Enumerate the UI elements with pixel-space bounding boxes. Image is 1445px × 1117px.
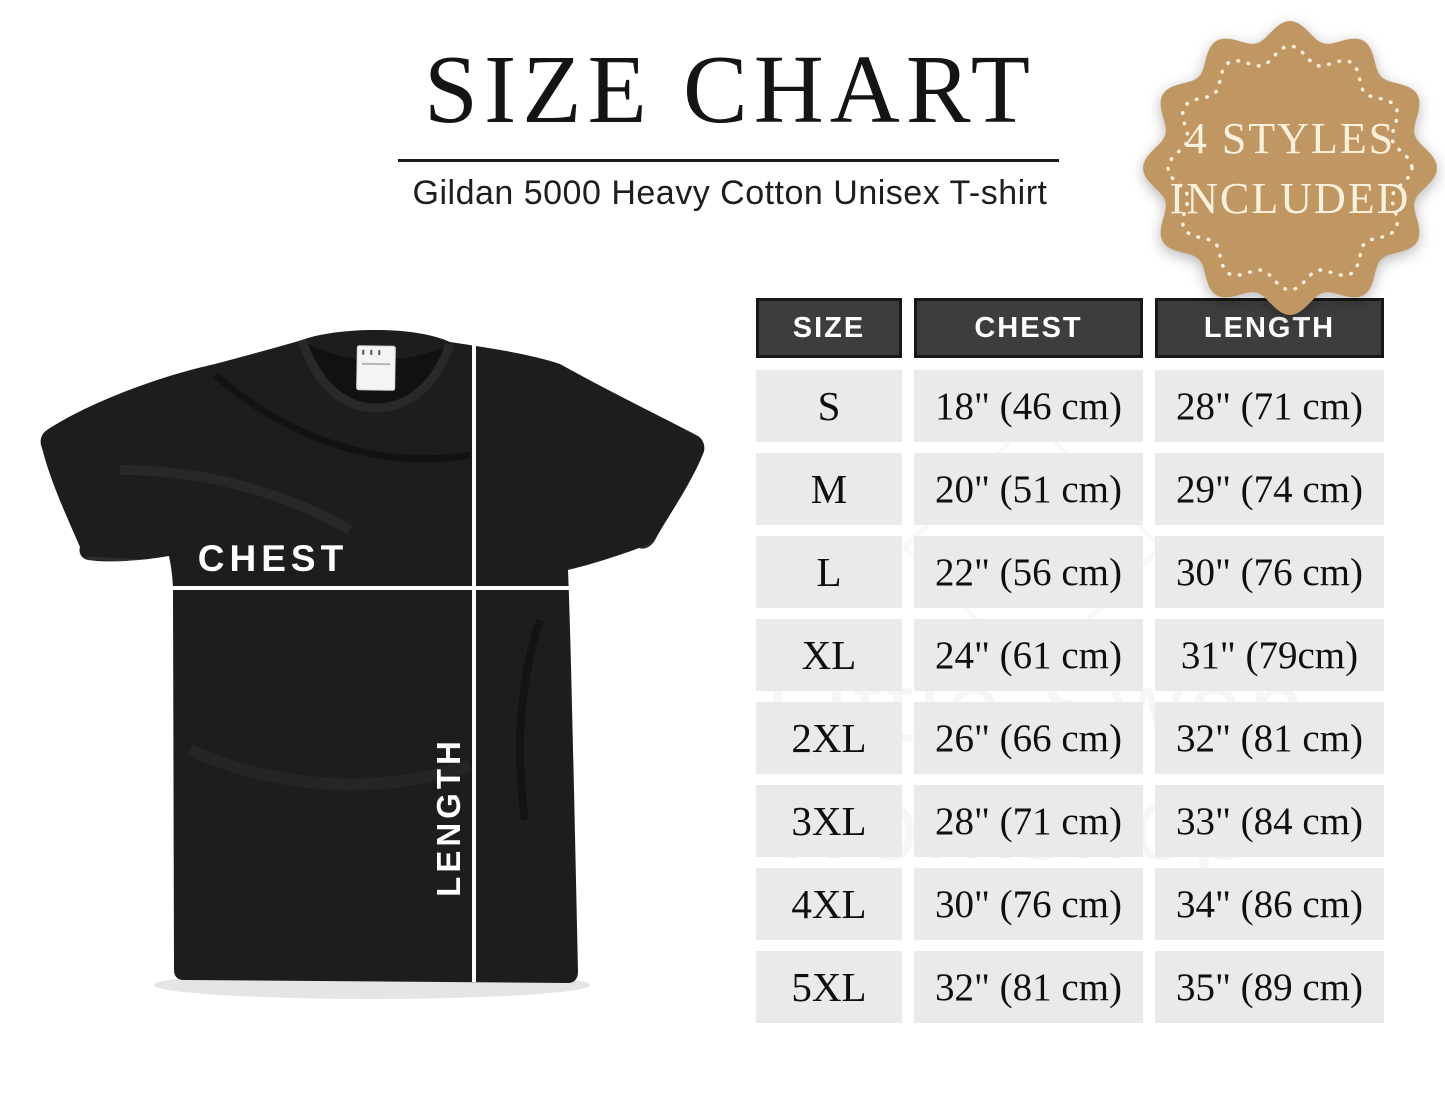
length-cell: 28" (71 cm) — [1155, 370, 1384, 442]
length-cell: 30" (76 cm) — [1155, 536, 1384, 608]
chest-cell: 24" (61 cm) — [914, 619, 1143, 691]
chest-label: CHEST — [198, 538, 348, 579]
table-row: 3XL 28" (71 cm) 33" (84 cm) — [756, 785, 1384, 857]
column-header-chest: CHEST — [914, 298, 1143, 358]
badge-seal-shape — [1143, 21, 1437, 315]
length-cell: 33" (84 cm) — [1155, 785, 1384, 857]
length-cell: 32" (81 cm) — [1155, 702, 1384, 774]
table-row: 4XL 30" (76 cm) 34" (86 cm) — [756, 868, 1384, 940]
tshirt-illustration: CHEST LENGTH — [40, 330, 705, 999]
styles-badge: 4 STYLES INCLUDED — [1143, 21, 1437, 315]
length-label: LENGTH — [430, 737, 467, 897]
badge-line1: 4 STYLES — [1185, 114, 1395, 163]
size-cell: 2XL — [756, 702, 902, 774]
size-cell: 5XL — [756, 951, 902, 1023]
table-row: XL 24" (61 cm) 31" (79cm) — [756, 619, 1384, 691]
collar-label — [356, 345, 396, 391]
title-divider — [398, 159, 1059, 162]
page-title: SIZE CHART — [424, 36, 1036, 143]
table-row: S 18" (46 cm) 28" (71 cm) — [756, 370, 1384, 442]
badge-line2: INCLUDED — [1170, 174, 1411, 223]
chest-cell: 32" (81 cm) — [914, 951, 1143, 1023]
size-cell: XL — [756, 619, 902, 691]
table-row: 5XL 32" (81 cm) 35" (89 cm) — [756, 951, 1384, 1023]
page-subtitle: Gildan 5000 Heavy Cotton Unisex T-shirt — [412, 174, 1048, 212]
fabric-wrinkles — [86, 372, 654, 821]
neck-band — [297, 338, 455, 413]
chest-cell: 30" (76 cm) — [914, 868, 1143, 940]
column-header-size: SIZE — [756, 298, 902, 358]
size-cell: 4XL — [756, 868, 902, 940]
chest-cell: 26" (66 cm) — [914, 702, 1143, 774]
size-cell: S — [756, 370, 902, 442]
tshirt-body — [40, 330, 705, 983]
size-table-body: S 18" (46 cm) 28" (71 cm) M 20" (51 cm) 29" (… — [756, 370, 1384, 1023]
length-cell: 31" (79cm) — [1155, 619, 1384, 691]
length-cell: 34" (86 cm) — [1155, 868, 1384, 940]
size-cell: M — [756, 453, 902, 525]
chest-cell: 28" (71 cm) — [914, 785, 1143, 857]
badge-dotted-ring — [1166, 44, 1414, 292]
length-cell: 29" (74 cm) — [1155, 453, 1384, 525]
table-row: L 22" (56 cm) 30" (76 cm) — [756, 536, 1384, 608]
size-table-header: SIZE CHEST LENGTH — [756, 298, 1384, 358]
table-row: M 20" (51 cm) 29" (74 cm) — [756, 453, 1384, 525]
chest-cell: 18" (46 cm) — [914, 370, 1143, 442]
length-cell: 35" (89 cm) — [1155, 951, 1384, 1023]
chest-cell: 20" (51 cm) — [914, 453, 1143, 525]
size-cell: L — [756, 536, 902, 608]
size-cell: 3XL — [756, 785, 902, 857]
table-row: 2XL 26" (66 cm) 32" (81 cm) — [756, 702, 1384, 774]
size-table: SIZE CHEST LENGTH S 18" (46 cm) 28" (71 cm… — [756, 298, 1384, 1023]
chest-cell: 22" (56 cm) — [914, 536, 1143, 608]
